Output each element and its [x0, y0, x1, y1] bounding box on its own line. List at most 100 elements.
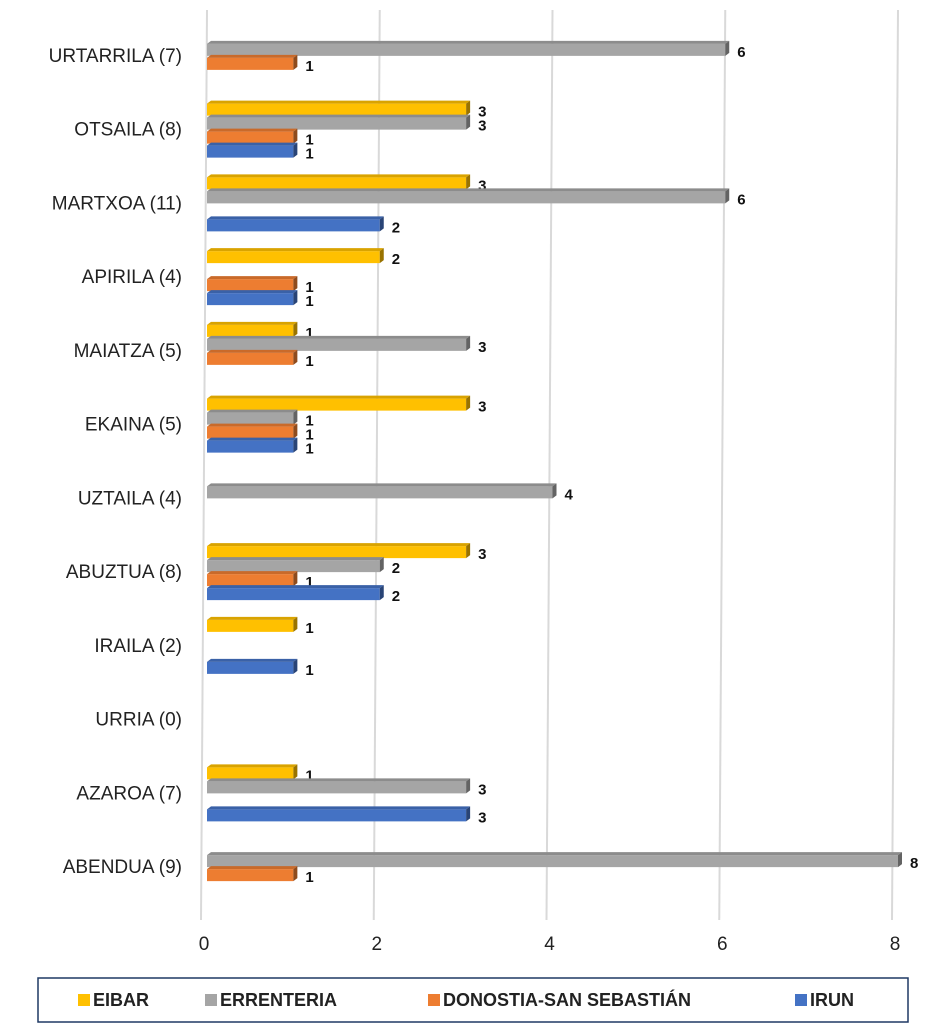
bar-face: [207, 767, 294, 780]
bar-side: [466, 778, 471, 794]
legend-label: DONOSTIA-SAN SEBASTIÁN: [443, 989, 691, 1010]
bar-top: [207, 142, 298, 146]
bar: [207, 658, 298, 674]
bar-face: [207, 546, 467, 559]
bar-top: [207, 483, 557, 487]
bar-top: [207, 658, 298, 662]
bar-side: [725, 188, 730, 204]
bar-side: [293, 423, 298, 439]
legend-swatch: [428, 994, 440, 1006]
x-tick-label: 6: [717, 934, 728, 955]
value-label: 1: [305, 620, 313, 637]
value-label: 3: [478, 104, 486, 121]
bar-side: [552, 483, 557, 499]
bar-face: [207, 398, 467, 411]
value-label: 3: [478, 339, 486, 356]
value-label: 3: [478, 781, 486, 798]
grid-line: [891, 9, 899, 921]
y-tick-label: ABENDUA (9): [63, 857, 182, 878]
bar-side: [466, 114, 471, 130]
y-tick-label: URTARRILA (7): [49, 46, 182, 67]
x-tick-label: 2: [371, 934, 382, 955]
bar-side: [466, 174, 471, 190]
bar-side: [379, 248, 384, 264]
bar: [207, 188, 730, 204]
bar-face: [207, 324, 294, 337]
bar-face: [207, 588, 380, 601]
bar-top: [207, 335, 471, 339]
bar: [207, 585, 384, 601]
bar: [207, 174, 471, 190]
legend-swatch: [78, 994, 90, 1006]
bar-side: [293, 571, 298, 587]
bar-side: [466, 543, 471, 559]
bar-side: [293, 142, 298, 158]
bar-top: [207, 585, 384, 589]
x-tick-label: 8: [890, 934, 901, 955]
bar: [207, 764, 298, 780]
value-label: 3: [478, 546, 486, 563]
bar: [207, 248, 384, 264]
bar-side: [379, 585, 384, 601]
bar-face: [207, 103, 467, 116]
bar-face: [207, 869, 294, 882]
bar-face: [207, 131, 294, 144]
bar-side: [293, 616, 298, 632]
legend-label: IRUN: [810, 990, 854, 1010]
bar-top: [207, 437, 298, 441]
value-label: 1: [305, 662, 313, 679]
value-label: 3: [478, 399, 486, 416]
value-label: 1: [305, 146, 313, 163]
bar: [207, 395, 471, 411]
bar-face: [207, 177, 467, 190]
bar-side: [293, 321, 298, 337]
value-label: 3: [478, 809, 486, 826]
value-label: 2: [392, 560, 400, 577]
bar-side: [466, 395, 471, 411]
value-label: 2: [392, 588, 400, 605]
bar-face: [207, 338, 467, 351]
bar-top: [207, 128, 298, 132]
bar-top: [207, 557, 384, 561]
bar-side: [293, 409, 298, 425]
bar-top: [207, 395, 471, 399]
bar: [207, 866, 298, 882]
bar-top: [207, 806, 471, 810]
bar-face: [207, 809, 467, 822]
value-label: 1: [305, 279, 313, 296]
bar-side: [293, 349, 298, 365]
bar-top: [207, 571, 298, 575]
x-tick-label: 4: [544, 934, 555, 955]
bar: [207, 142, 298, 158]
bar-top: [207, 188, 730, 192]
bar-face: [207, 251, 380, 264]
bar-top: [207, 349, 298, 353]
bar-side: [725, 40, 730, 56]
bar: [207, 409, 298, 425]
legend-label: ERRENTERIA: [220, 990, 337, 1010]
bar-face: [207, 574, 294, 587]
bar: [207, 349, 298, 365]
y-tick-label: IRAILA (2): [94, 636, 182, 657]
bar-top: [207, 321, 298, 325]
y-tick-label: OTSAILA (8): [74, 120, 182, 141]
bar-top: [207, 248, 384, 252]
value-label: 3: [478, 177, 486, 194]
value-label: 4: [565, 486, 574, 503]
grid-line: [200, 9, 208, 921]
value-label: 1: [305, 132, 313, 149]
grid-line: [372, 9, 381, 921]
legend-box: [37, 977, 909, 1023]
bar-top: [207, 290, 298, 294]
value-label: 1: [305, 325, 313, 342]
bar: [207, 423, 298, 439]
bar-side: [379, 216, 384, 232]
bar-top: [207, 423, 298, 427]
bar-top: [207, 54, 298, 58]
bar-top: [207, 216, 384, 220]
bar-side: [898, 852, 902, 868]
bar-face: [207, 560, 380, 573]
bar: [207, 335, 471, 351]
value-label: 8: [910, 855, 918, 872]
y-tick-label: APIRILA (4): [82, 267, 182, 288]
